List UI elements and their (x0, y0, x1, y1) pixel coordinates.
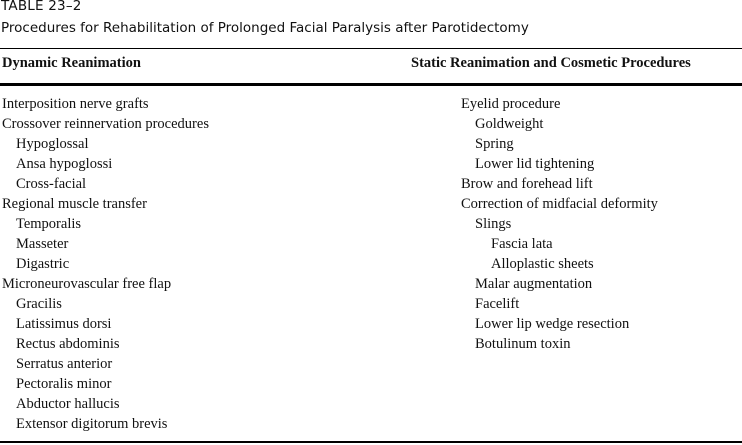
list-item: Ansa hypoglossi (16, 156, 113, 172)
list-item: Abductor hallucis (16, 396, 120, 412)
header-rule (0, 83, 742, 86)
column-header-dynamic: Dynamic Reanimation (2, 55, 141, 71)
bottom-rule (0, 441, 742, 443)
list-item: Cross-facial (16, 176, 87, 192)
list-item: Masseter (16, 236, 69, 252)
dynamic-reanimation-list: Interposition nerve grafts Crossover rein… (2, 94, 209, 434)
list-item: Latissimus dorsi (16, 316, 112, 332)
table-title: Procedures for Rehabilitation of Prolong… (1, 20, 529, 36)
top-rule (0, 48, 742, 49)
list-item: Pectoralis minor (16, 376, 112, 392)
list-item: Brow and forehead lift (461, 176, 593, 192)
list-item: Fascia lata (491, 236, 553, 252)
list-item: Regional muscle transfer (2, 196, 147, 212)
list-item: Correction of midfacial deformity (461, 196, 658, 212)
list-item: Crossover reinnervation procedures (2, 116, 209, 132)
list-item: Digastric (16, 256, 70, 272)
list-item: Malar augmentation (475, 276, 593, 292)
list-item: Alloplastic sheets (491, 256, 594, 272)
list-item: Eyelid procedure (461, 96, 561, 112)
list-item: Slings (475, 216, 512, 232)
list-item: Lower lid tightening (475, 156, 595, 172)
table-label: TABLE 23–2 (1, 0, 82, 14)
list-item: Gracilis (16, 296, 62, 312)
list-item: Lower lip wedge resection (475, 316, 630, 332)
column-header-static: Static Reanimation and Cosmetic Procedur… (411, 55, 691, 71)
list-item: Temporalis (16, 216, 82, 232)
list-item: Interposition nerve grafts (2, 96, 149, 112)
list-item: Extensor digitorum brevis (16, 416, 168, 432)
list-item: Facelift (475, 296, 520, 312)
list-item: Serratus anterior (16, 356, 113, 372)
list-item: Goldweight (475, 116, 544, 132)
list-item: Microneurovascular free flap (2, 276, 172, 292)
list-item: Botulinum toxin (475, 336, 571, 352)
list-item: Spring (475, 136, 514, 152)
list-item: Hypoglossal (16, 136, 89, 152)
list-item: Rectus abdominis (16, 336, 120, 352)
static-reanimation-list: Eyelid procedure Goldweight Spring Lower li… (461, 94, 658, 354)
